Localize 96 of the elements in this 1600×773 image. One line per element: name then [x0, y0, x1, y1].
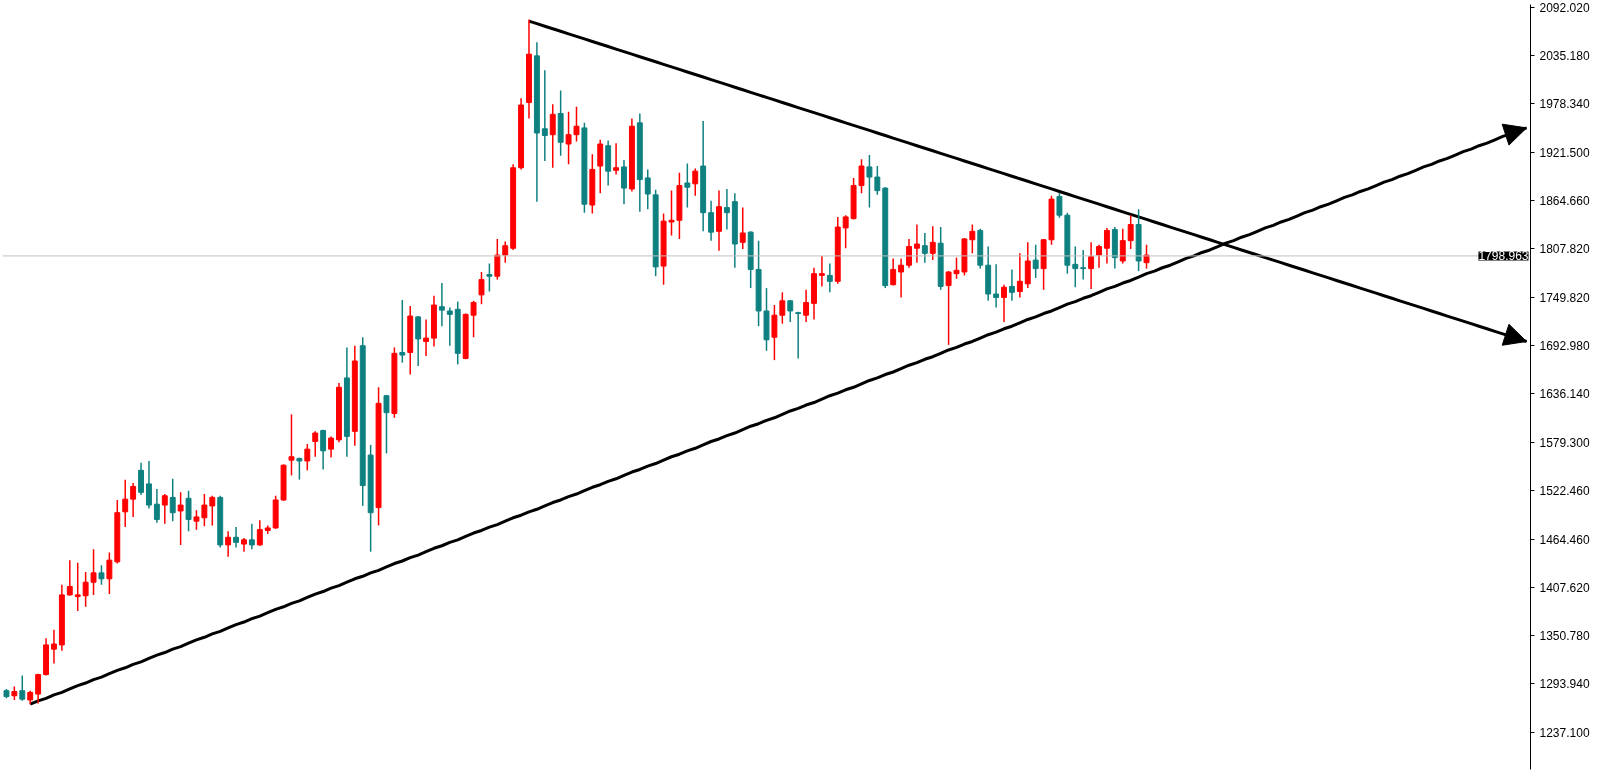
candlestick: [153, 488, 160, 524]
candlestick: [446, 306, 453, 347]
candlestick: [1056, 192, 1063, 219]
y-tick-label: 2092.020: [1539, 1, 1590, 16]
candlestick: [1016, 252, 1023, 299]
candlestick: [621, 159, 627, 205]
y-tick-label: 1350.780: [1539, 629, 1590, 644]
candlestick: [597, 139, 604, 194]
candlestick: [130, 482, 137, 518]
candlestick: [921, 232, 928, 264]
y-tick-label: 1407.620: [1539, 581, 1590, 596]
candlestick: [795, 311, 802, 360]
candlestick: [898, 257, 905, 299]
candlestick: [122, 478, 129, 528]
candlestick: [248, 522, 255, 550]
y-tick-label: 1921.500: [1539, 145, 1590, 160]
candlestick: [573, 105, 580, 143]
candlestick: [708, 200, 715, 242]
y-tick-label: 1749.820: [1539, 291, 1590, 306]
candlestick: [399, 299, 406, 364]
candlestick: [233, 526, 240, 549]
candlestick: [771, 304, 778, 361]
candlestick: [478, 271, 485, 305]
y-tick-label: 1293.940: [1539, 677, 1590, 692]
y-tick-label: 1636.140: [1539, 387, 1590, 402]
candlestick: [304, 443, 311, 472]
candlestick: [1032, 244, 1039, 279]
candlestick: [161, 493, 168, 525]
candlestick: [51, 628, 57, 665]
y-tick-label: 1464.460: [1539, 532, 1590, 547]
candlestick: [209, 494, 216, 527]
candlestick: [185, 489, 192, 533]
candlestick: [913, 223, 920, 264]
candlestick: [169, 478, 176, 522]
candlestick: [19, 674, 26, 702]
candlestick: [1088, 241, 1095, 290]
candlestick: [929, 225, 936, 261]
candlestick: [138, 461, 144, 496]
candlestick: [328, 435, 335, 459]
candlestick: [779, 291, 786, 325]
candlestick: [106, 551, 113, 595]
candlestick: [1024, 241, 1031, 289]
candlestick: [312, 430, 319, 458]
ref-line-label: 1798.963: [1478, 249, 1529, 264]
candlestick: [256, 519, 263, 547]
candlestick: [890, 257, 897, 287]
candlestick: [288, 413, 295, 477]
candlestick: [541, 69, 548, 162]
candlestick: [74, 561, 81, 612]
candlestick: [1127, 214, 1134, 250]
candlestick: [415, 315, 422, 367]
candlestick: [1119, 228, 1126, 265]
candlestick: [146, 460, 152, 510]
candlestick: [423, 318, 430, 357]
candlestick: [613, 142, 620, 176]
candlestick: [826, 262, 833, 294]
y-tick-label: 1807.820: [1539, 241, 1590, 256]
candlestick: [692, 167, 699, 197]
candlestick: [225, 530, 232, 558]
candlestick: [177, 491, 184, 546]
candlestick: [1001, 283, 1007, 323]
candlestick: [383, 394, 390, 455]
candlestick: [82, 571, 89, 608]
candlestick: [803, 289, 810, 323]
candlestick: [90, 548, 97, 596]
candlestick: [818, 255, 825, 288]
candlestick: [1080, 249, 1087, 281]
candlestick: [35, 672, 42, 705]
candlestick: [438, 282, 445, 327]
candlestick: [866, 154, 873, 209]
candlestick: [549, 103, 556, 169]
y-tick-label: 1864.660: [1539, 193, 1590, 208]
candlestick: [98, 564, 105, 586]
candlestick: [906, 238, 912, 269]
candlestick: [486, 262, 493, 293]
candlestick: [565, 111, 572, 166]
candlestick: [723, 188, 730, 231]
candlestick: [874, 165, 881, 196]
candlestick: [1008, 268, 1015, 302]
y-tick-label: 1579.300: [1539, 435, 1590, 450]
candlestick: [320, 428, 327, 471]
y-tick-label: 1692.980: [1539, 339, 1590, 354]
candlestick: [1072, 245, 1079, 288]
candlestick: [739, 206, 746, 250]
y-tick-label: 1978.340: [1539, 97, 1590, 112]
candlestick: [1096, 244, 1102, 269]
y-tick-label: 2035.180: [1539, 49, 1590, 64]
candlestick: [644, 168, 651, 211]
candlestick: [502, 240, 509, 264]
y-tick-label: 1522.460: [1539, 483, 1590, 498]
candlestick: [1103, 227, 1110, 265]
candlestick: [66, 559, 73, 597]
candlestick: [494, 238, 501, 281]
candlestick: [993, 263, 1000, 309]
candlestick: [684, 162, 691, 209]
y-tick-label: 1237.100: [1539, 725, 1590, 740]
